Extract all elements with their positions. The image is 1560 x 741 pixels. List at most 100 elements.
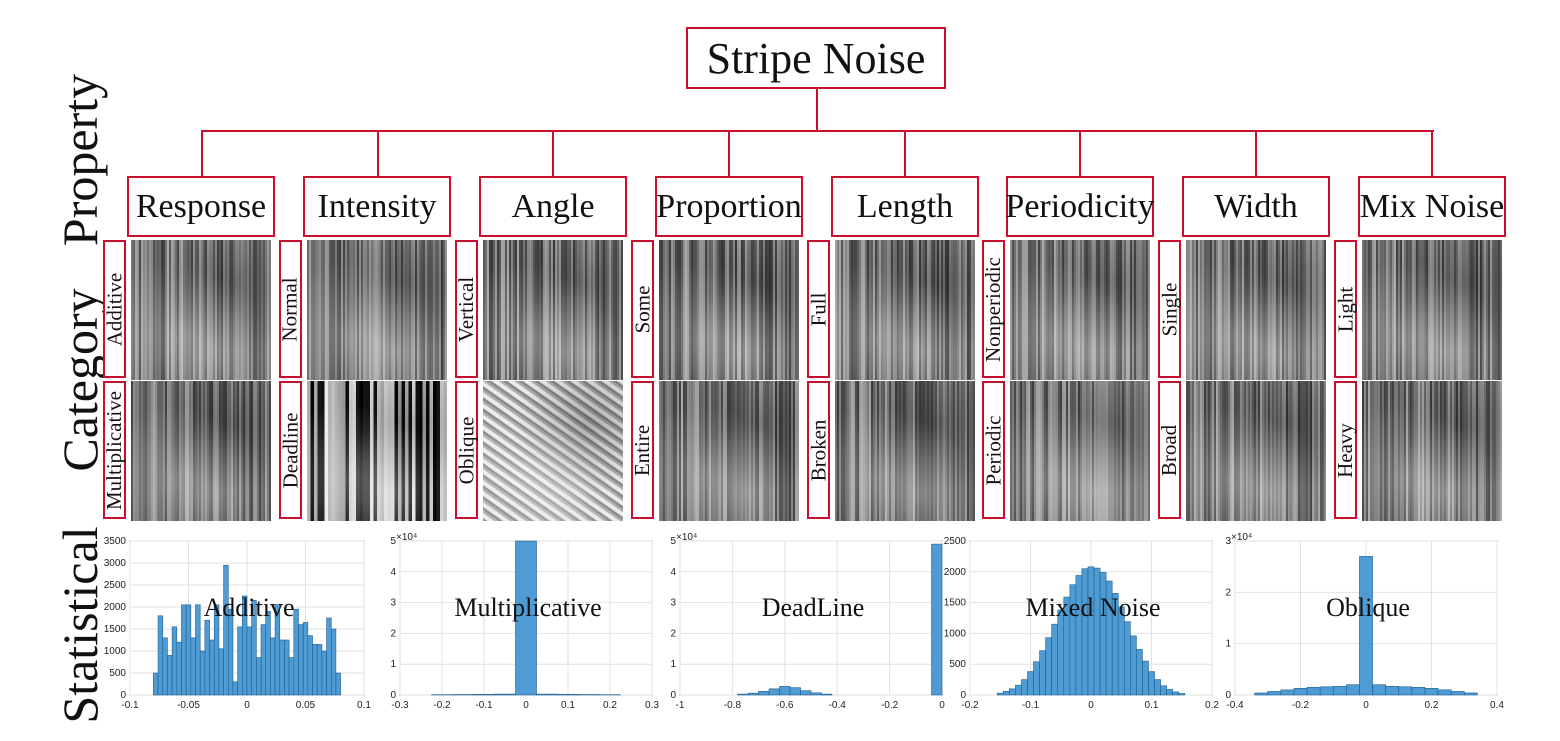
noise-image <box>1010 240 1150 380</box>
x-tick-label: 0.4 <box>1490 700 1504 711</box>
x-tick-label: -0.4 <box>829 700 847 711</box>
histogram-title: DeadLine <box>762 593 865 622</box>
connector-bus <box>202 130 1434 132</box>
noise-image <box>1186 240 1326 380</box>
y-tick-label: 1500 <box>104 624 127 635</box>
category-label: Deadline <box>278 412 303 488</box>
x-tick-label: 0.1 <box>561 700 575 711</box>
histogram-bar <box>1088 567 1094 695</box>
histogram-bar <box>1320 687 1333 695</box>
histogram-bar <box>1268 691 1281 695</box>
x-tick-label: 0 <box>1363 700 1369 711</box>
category-label: Light <box>1333 286 1358 332</box>
y-tick-label: 1000 <box>104 646 127 657</box>
histogram-bar <box>289 658 294 695</box>
histogram-bar <box>172 627 177 695</box>
connector-drop <box>377 130 379 176</box>
histogram-bar <box>1173 692 1179 695</box>
y-tick-label: 0 <box>670 690 676 701</box>
histogram-bar <box>1359 556 1372 695</box>
category-label: Single <box>1157 282 1182 336</box>
histogram-bar <box>1148 672 1154 695</box>
histogram-bar <box>303 622 308 695</box>
histogram-bar <box>1307 687 1320 695</box>
histogram-bar <box>1094 568 1100 695</box>
category-label: Multiplicative <box>102 391 127 510</box>
category-box: Periodic <box>982 381 1005 519</box>
histogram-bar <box>738 694 748 695</box>
category-label: Full <box>806 292 831 326</box>
noise-image <box>1186 381 1326 521</box>
histogram-bar <box>1412 687 1425 695</box>
noise-image <box>483 240 623 380</box>
histogram-bar <box>1046 638 1052 695</box>
category-box: Full <box>807 240 830 378</box>
category-label: Broad <box>1157 424 1182 475</box>
histogram-bar <box>759 691 769 695</box>
property-label: Response <box>136 188 266 226</box>
x-tick-label: 0.2 <box>1425 700 1439 711</box>
property-box: Angle <box>479 176 627 237</box>
property-label: Width <box>1214 188 1298 226</box>
y-multiplier-label: ×10⁴ <box>676 532 697 543</box>
property-box: Proportion <box>655 176 803 237</box>
noise-image <box>835 381 975 521</box>
category-label: Periodic <box>981 415 1006 485</box>
x-tick-label: 0.2 <box>603 700 617 711</box>
x-tick-label: -0.2 <box>1292 700 1310 711</box>
property-box: Mix Noise <box>1358 176 1506 237</box>
histogram-bar <box>811 693 821 695</box>
histogram-bar <box>1034 662 1040 695</box>
histogram-bar <box>997 693 1003 695</box>
y-tick-label: 2 <box>1225 587 1231 598</box>
category-box: Multiplicative <box>103 381 126 519</box>
category-label: Vertical <box>454 276 479 341</box>
histogram-bar <box>1142 661 1148 695</box>
y-tick-label: 0 <box>960 690 966 701</box>
histogram-bar <box>1021 680 1027 695</box>
noise-image <box>1362 240 1502 380</box>
category-box: Additive <box>103 240 126 378</box>
y-multiplier-label: ×10⁴ <box>396 532 417 543</box>
y-tick-label: 2500 <box>104 580 127 591</box>
x-tick-label: -0.2 <box>433 700 451 711</box>
histogram-bar <box>1255 693 1268 695</box>
category-box: Broad <box>1158 381 1181 519</box>
y-tick-label: 3 <box>390 598 396 609</box>
histogram-bar <box>1015 685 1021 695</box>
histogram-bar <box>336 673 341 695</box>
histogram-bar <box>280 640 285 695</box>
x-tick-label: -0.6 <box>776 700 794 711</box>
histogram-bar <box>181 605 186 695</box>
x-tick-label: 0 <box>244 700 250 711</box>
connector-drop <box>1079 130 1081 176</box>
connector-trunk <box>816 89 818 131</box>
histogram-bar <box>1130 636 1136 695</box>
noise-image <box>835 240 975 380</box>
histogram-bar <box>1386 686 1399 695</box>
histogram-bar <box>821 694 831 695</box>
property-label: Proportion <box>656 188 801 226</box>
connector-drop <box>552 130 554 176</box>
histogram-bar <box>163 638 168 695</box>
histogram-bar <box>256 658 261 695</box>
connector-drop <box>904 130 906 176</box>
histogram-bar <box>1179 693 1185 695</box>
y-tick-label: 500 <box>949 659 966 670</box>
y-tick-label: 4 <box>390 567 396 578</box>
histogram-bar <box>1451 691 1464 695</box>
y-tick-label: 1500 <box>944 598 967 609</box>
y-tick-label: 2000 <box>944 567 967 578</box>
histogram-bar <box>1082 569 1088 695</box>
histogram-bar <box>317 644 322 695</box>
histogram-bar <box>186 605 191 695</box>
histogram-bar <box>1161 686 1167 695</box>
noise-image <box>307 381 447 521</box>
histogram-bar <box>331 629 336 695</box>
histogram-bar <box>1155 680 1161 695</box>
histogram-bar <box>191 638 196 695</box>
histogram-bar <box>238 627 243 695</box>
histogram-bar <box>1167 689 1173 695</box>
